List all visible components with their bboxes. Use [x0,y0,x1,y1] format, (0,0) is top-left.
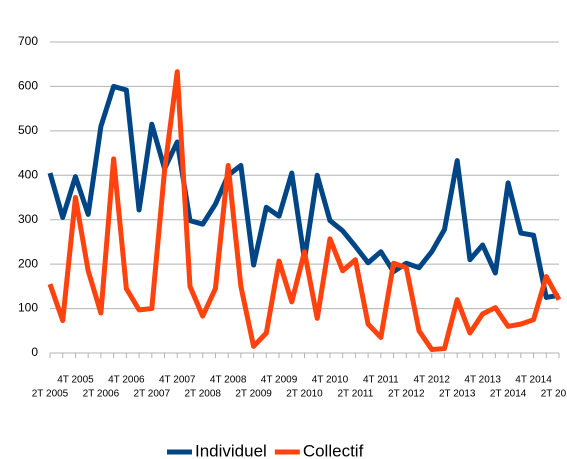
y-tick-label: 300 [18,212,38,226]
y-tick-label: 200 [18,256,38,270]
x-tick-label: 4T 2009 [261,375,298,386]
y-tick-label: 100 [18,301,38,315]
x-tick-label: 2T 2007 [134,389,171,400]
x-tick-label: 2T 2009 [235,389,272,400]
y-tick-label: 600 [18,79,38,93]
y-tick-label: 0 [31,345,38,359]
x-tick-label: 4T 2006 [108,375,145,386]
x-tick-label: 4T 2012 [413,375,450,386]
x-tick-label: 2T 2006 [83,389,120,400]
x-tick-label: 2T 2014 [490,389,527,400]
x-tick-label: 4T 2013 [464,375,501,386]
x-tick-label: 4T 2011 [363,375,399,386]
legend-label: Collectif [303,441,364,459]
y-tick-label: 400 [18,167,38,181]
x-tick-label: 2T 2012 [388,389,425,400]
x-tick-label: 2T 2010 [286,389,323,400]
x-tick-label: 4T 2007 [159,375,196,386]
x-tick-label: 4T 2014 [515,375,552,386]
x-tick-label: 4T 2005 [57,375,94,386]
series-line [47,69,562,352]
x-tick-label: 2T 2008 [184,389,221,400]
y-tick-label: 500 [18,123,38,137]
x-tick-label: 4T 2008 [210,375,247,386]
x-tick-label: 4T 2010 [312,375,349,386]
x-tick-label: 2T 2011 [338,389,374,400]
x-tick-label: 2T 2015 [541,389,567,400]
x-tick-label: 2T 2005 [32,389,69,400]
y-tick-label: 700 [18,34,38,48]
x-tick-label: 2T 2013 [439,389,476,400]
legend-label: Individuel [195,441,267,459]
